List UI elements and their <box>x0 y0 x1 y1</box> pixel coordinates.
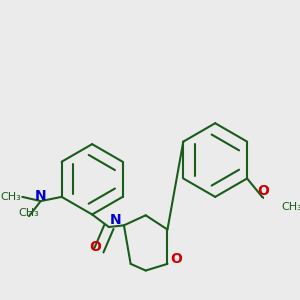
Text: O: O <box>170 251 182 266</box>
Text: CH₃: CH₃ <box>0 192 21 202</box>
Text: N: N <box>35 189 46 203</box>
Text: CH₃: CH₃ <box>19 208 39 218</box>
Text: CH₃: CH₃ <box>281 202 300 212</box>
Text: O: O <box>257 184 269 198</box>
Text: O: O <box>89 240 101 254</box>
Text: N: N <box>110 213 122 227</box>
